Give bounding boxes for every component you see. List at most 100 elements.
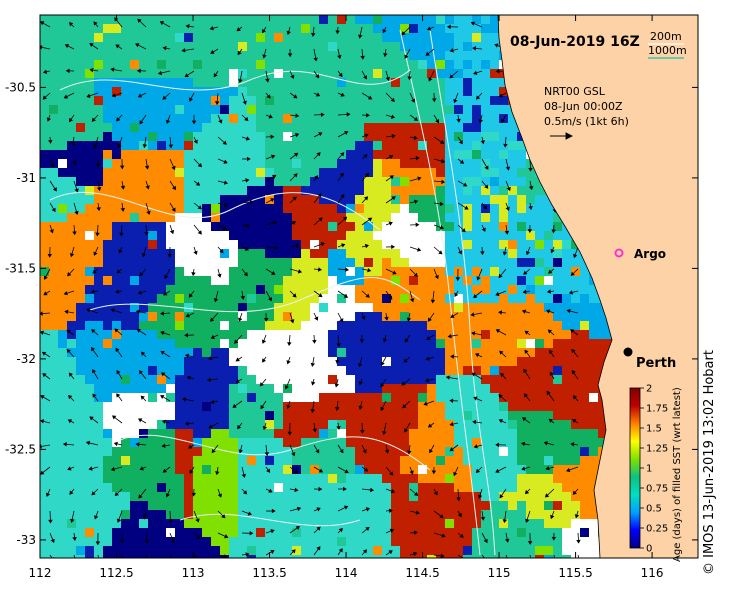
sst-cell: [85, 42, 94, 51]
sst-cell: [121, 114, 130, 123]
current-arrow: [502, 510, 508, 524]
sst-cell: [121, 33, 130, 42]
sst-cell: [157, 339, 166, 348]
sst-cell: [229, 249, 238, 258]
sst-cell: [130, 114, 139, 123]
sst-cell: [526, 474, 535, 483]
sst-cell: [40, 177, 49, 186]
sst-cell: [562, 411, 571, 420]
sst-cell: [175, 510, 184, 519]
sst-cell: [445, 276, 454, 285]
sst-cell: [346, 438, 355, 447]
sst-cell: [238, 366, 247, 375]
sst-cell: [58, 78, 67, 87]
sst-cell: [130, 51, 139, 60]
sst-cell: [121, 240, 130, 249]
sst-cell: [463, 231, 472, 240]
sst-cell: [589, 330, 598, 339]
sst-cell: [67, 231, 76, 240]
sst-cell: [175, 267, 184, 276]
sst-cell: [76, 303, 85, 312]
sst-cell: [454, 132, 463, 141]
sst-cell: [346, 195, 355, 204]
lon-tick-label: 116: [641, 566, 664, 580]
sst-cell: [112, 96, 121, 105]
sst-cell: [139, 213, 148, 222]
sst-cell: [454, 546, 463, 555]
sst-cell: [49, 123, 58, 132]
sst-cell: [49, 375, 58, 384]
current-arrow: [481, 202, 488, 210]
sst-cell: [292, 213, 301, 222]
sst-cell: [436, 384, 445, 393]
sst-cell: [274, 429, 283, 438]
sst-cell: [535, 393, 544, 402]
sst-cell: [526, 276, 535, 285]
sst-cell: [139, 60, 148, 69]
sst-cell: [328, 168, 337, 177]
sst-cell: [571, 303, 580, 312]
sst-cell: [202, 69, 211, 78]
sst-cell: [49, 330, 58, 339]
sst-cell: [553, 519, 562, 528]
sst-cell: [94, 456, 103, 465]
sst-cell: [580, 303, 589, 312]
sst-cell: [211, 240, 220, 249]
sst-cell: [256, 42, 265, 51]
sst-cell: [454, 438, 463, 447]
sst-cell: [166, 366, 175, 375]
sst-cell: [256, 15, 265, 24]
sst-cell: [184, 447, 193, 456]
current-arrow: [213, 290, 219, 303]
sst-cell: [409, 348, 418, 357]
sst-cell: [337, 384, 346, 393]
sst-cell: [283, 294, 292, 303]
sst-cell: [571, 483, 580, 492]
sst-cell: [391, 483, 400, 492]
sst-cell: [490, 339, 499, 348]
sst-cell: [184, 357, 193, 366]
current-arrow: [265, 114, 273, 119]
sst-cell: [427, 528, 436, 537]
sst-cell: [418, 222, 427, 231]
sst-cell: [418, 195, 427, 204]
current-arrow: [185, 24, 195, 29]
sst-cell: [562, 429, 571, 438]
current-arrow: [547, 329, 555, 336]
sst-cell: [157, 474, 166, 483]
sst-cell: [364, 69, 373, 78]
sst-cell: [211, 456, 220, 465]
current-arrow: [145, 180, 150, 190]
sst-cell: [193, 366, 202, 375]
sst-cell: [499, 483, 508, 492]
sst-cell: [112, 393, 121, 402]
sst-cell: [463, 330, 472, 339]
current-arrow: [313, 152, 321, 160]
sst-cell: [400, 114, 409, 123]
sst-cell: [148, 474, 157, 483]
sst-cell: [193, 33, 202, 42]
sst-cell: [490, 204, 499, 213]
sst-cell: [553, 330, 562, 339]
sst-cell: [76, 24, 85, 33]
sst-cell: [490, 78, 499, 87]
sst-cell: [148, 501, 157, 510]
sst-cell: [445, 483, 454, 492]
sst-cell: [373, 483, 382, 492]
sst-cell: [247, 204, 256, 213]
sst-cell: [292, 537, 301, 546]
current-arrow: [241, 268, 248, 277]
current-arrow: [335, 356, 340, 364]
sst-cell: [94, 51, 103, 60]
sst-cell: [220, 96, 229, 105]
sst-cell: [148, 528, 157, 537]
sst-cell: [112, 420, 121, 429]
sst-cell: [175, 168, 184, 177]
sst-cell: [553, 213, 562, 222]
sst-cell: [247, 159, 256, 168]
current-arrow: [184, 421, 195, 426]
sst-cell: [229, 114, 238, 123]
sst-cell: [301, 312, 310, 321]
sst-cell: [121, 492, 130, 501]
current-arrow: [287, 334, 292, 347]
